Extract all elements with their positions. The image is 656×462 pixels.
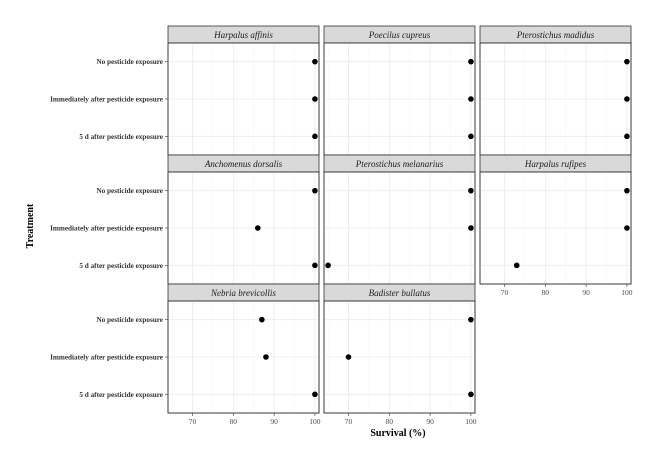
y-tick-label: No pesticide exposure [96,316,163,324]
data-point-anchomenus-dorsalis [312,187,318,194]
data-point-poecilus-cupreus [468,133,474,140]
facet-harpalus-rufipes: Harpalus rufipes 70 80 90 100 [479,154,633,297]
data-point-harpalus-affinis [312,96,318,102]
strip-label-pterostichus-melanarius: Pterostichus melanarius [355,159,444,169]
data-point-nebria-brevicollis [263,354,269,360]
data-point-harpalus-affinis [312,133,318,140]
facet-pterostichus-madidus: Pterostichus madidus [479,25,632,156]
data-point-pterostichus-melanarius [468,225,474,231]
x-tick-label: 70 [501,288,509,297]
data-point-pterostichus-madidus [624,58,630,65]
strip-label-anchomenus-dorsalis: Anchomenus dorsalis [204,159,283,169]
x-tick-label: 80 [542,288,550,297]
x-tick-label: 70 [189,417,197,426]
x-tick-label: 90 [582,288,590,297]
y-tick-label: 5 d after pesticide exposure [79,391,163,399]
facet-pterostichus-melanarius: Pterostichus melanarius [323,154,476,285]
data-point-badister-bullatus [345,354,352,360]
strip-label-poecilus-cupreus: Poecilus cupreus [368,30,431,40]
data-point-harpalus-rufipes [624,225,630,231]
x-tick-label: 100 [309,417,321,426]
x-tick-label: 90 [426,417,434,426]
y-tick-label: No pesticide exposure [96,187,163,195]
data-point-pterostichus-melanarius [468,187,474,194]
x-tick-label: 80 [230,417,238,426]
data-point-pterostichus-madidus [624,133,630,140]
y-tick-label: Immediately after pesticide exposure [50,225,163,233]
y-tick-label: Immediately after pesticide exposure [50,354,163,362]
data-point-anchomenus-dorsalis [312,262,318,269]
data-point-badister-bullatus [468,391,474,398]
facet-poecilus-cupreus: Poecilus cupreus [323,25,476,156]
strip-label-harpalus-affinis: Harpalus affinis [213,30,273,40]
panel-border-harpalus-rufipes [479,171,632,285]
y-axis-title: Treatment [25,203,36,248]
panels: Harpalus affinis No pesticide exposure Imm… [50,25,633,426]
data-point-poecilus-cupreus [468,96,474,102]
data-point-harpalus-rufipes [624,187,630,194]
data-point-poecilus-cupreus [468,58,474,65]
x-tick-label: 100 [621,288,633,297]
facet-badister-bullatus: Badister bullatus 70 80 90 100 [323,283,477,426]
y-tick-label: 5 d after pesticide exposure [79,133,163,141]
x-tick-label: 90 [270,417,278,426]
facet-harpalus-affinis: Harpalus affinis No pesticide exposure Imm… [50,25,320,156]
x-tick-label: 80 [386,417,394,426]
data-point-nebria-brevicollis [259,316,265,323]
y-tick-label: Immediately after pesticide exposure [50,96,163,104]
x-axis-title: Survival (%) [370,428,425,439]
facet-nebria-brevicollis: Nebria brevicollis No pesticide exposure I… [50,283,321,426]
data-point-harpalus-affinis [312,58,318,65]
panel-border-badister-bullatus [323,300,476,414]
data-point-harpalus-rufipes [513,262,520,269]
data-point-pterostichus-madidus [624,96,630,102]
data-point-badister-bullatus [468,316,474,323]
data-point-pterostichus-melanarius [325,262,331,269]
strip-label-pterostichus-madidus: Pterostichus madidus [516,30,595,40]
strip-label-badister-bullatus: Badister bullatus [369,288,431,298]
x-tick-label: 100 [465,417,477,426]
facet-anchomenus-dorsalis: Anchomenus dorsalis No pesticide exposure… [50,154,320,285]
strip-label-nebria-brevicollis: Nebria brevicollis [210,288,276,298]
y-tick-label: 5 d after pesticide exposure [79,262,163,270]
y-tick-label: No pesticide exposure [96,58,163,66]
data-point-nebria-brevicollis [312,391,318,398]
x-tick-label: 70 [345,417,353,426]
data-point-anchomenus-dorsalis [254,225,261,231]
strip-label-harpalus-rufipes: Harpalus rufipes [524,159,587,169]
